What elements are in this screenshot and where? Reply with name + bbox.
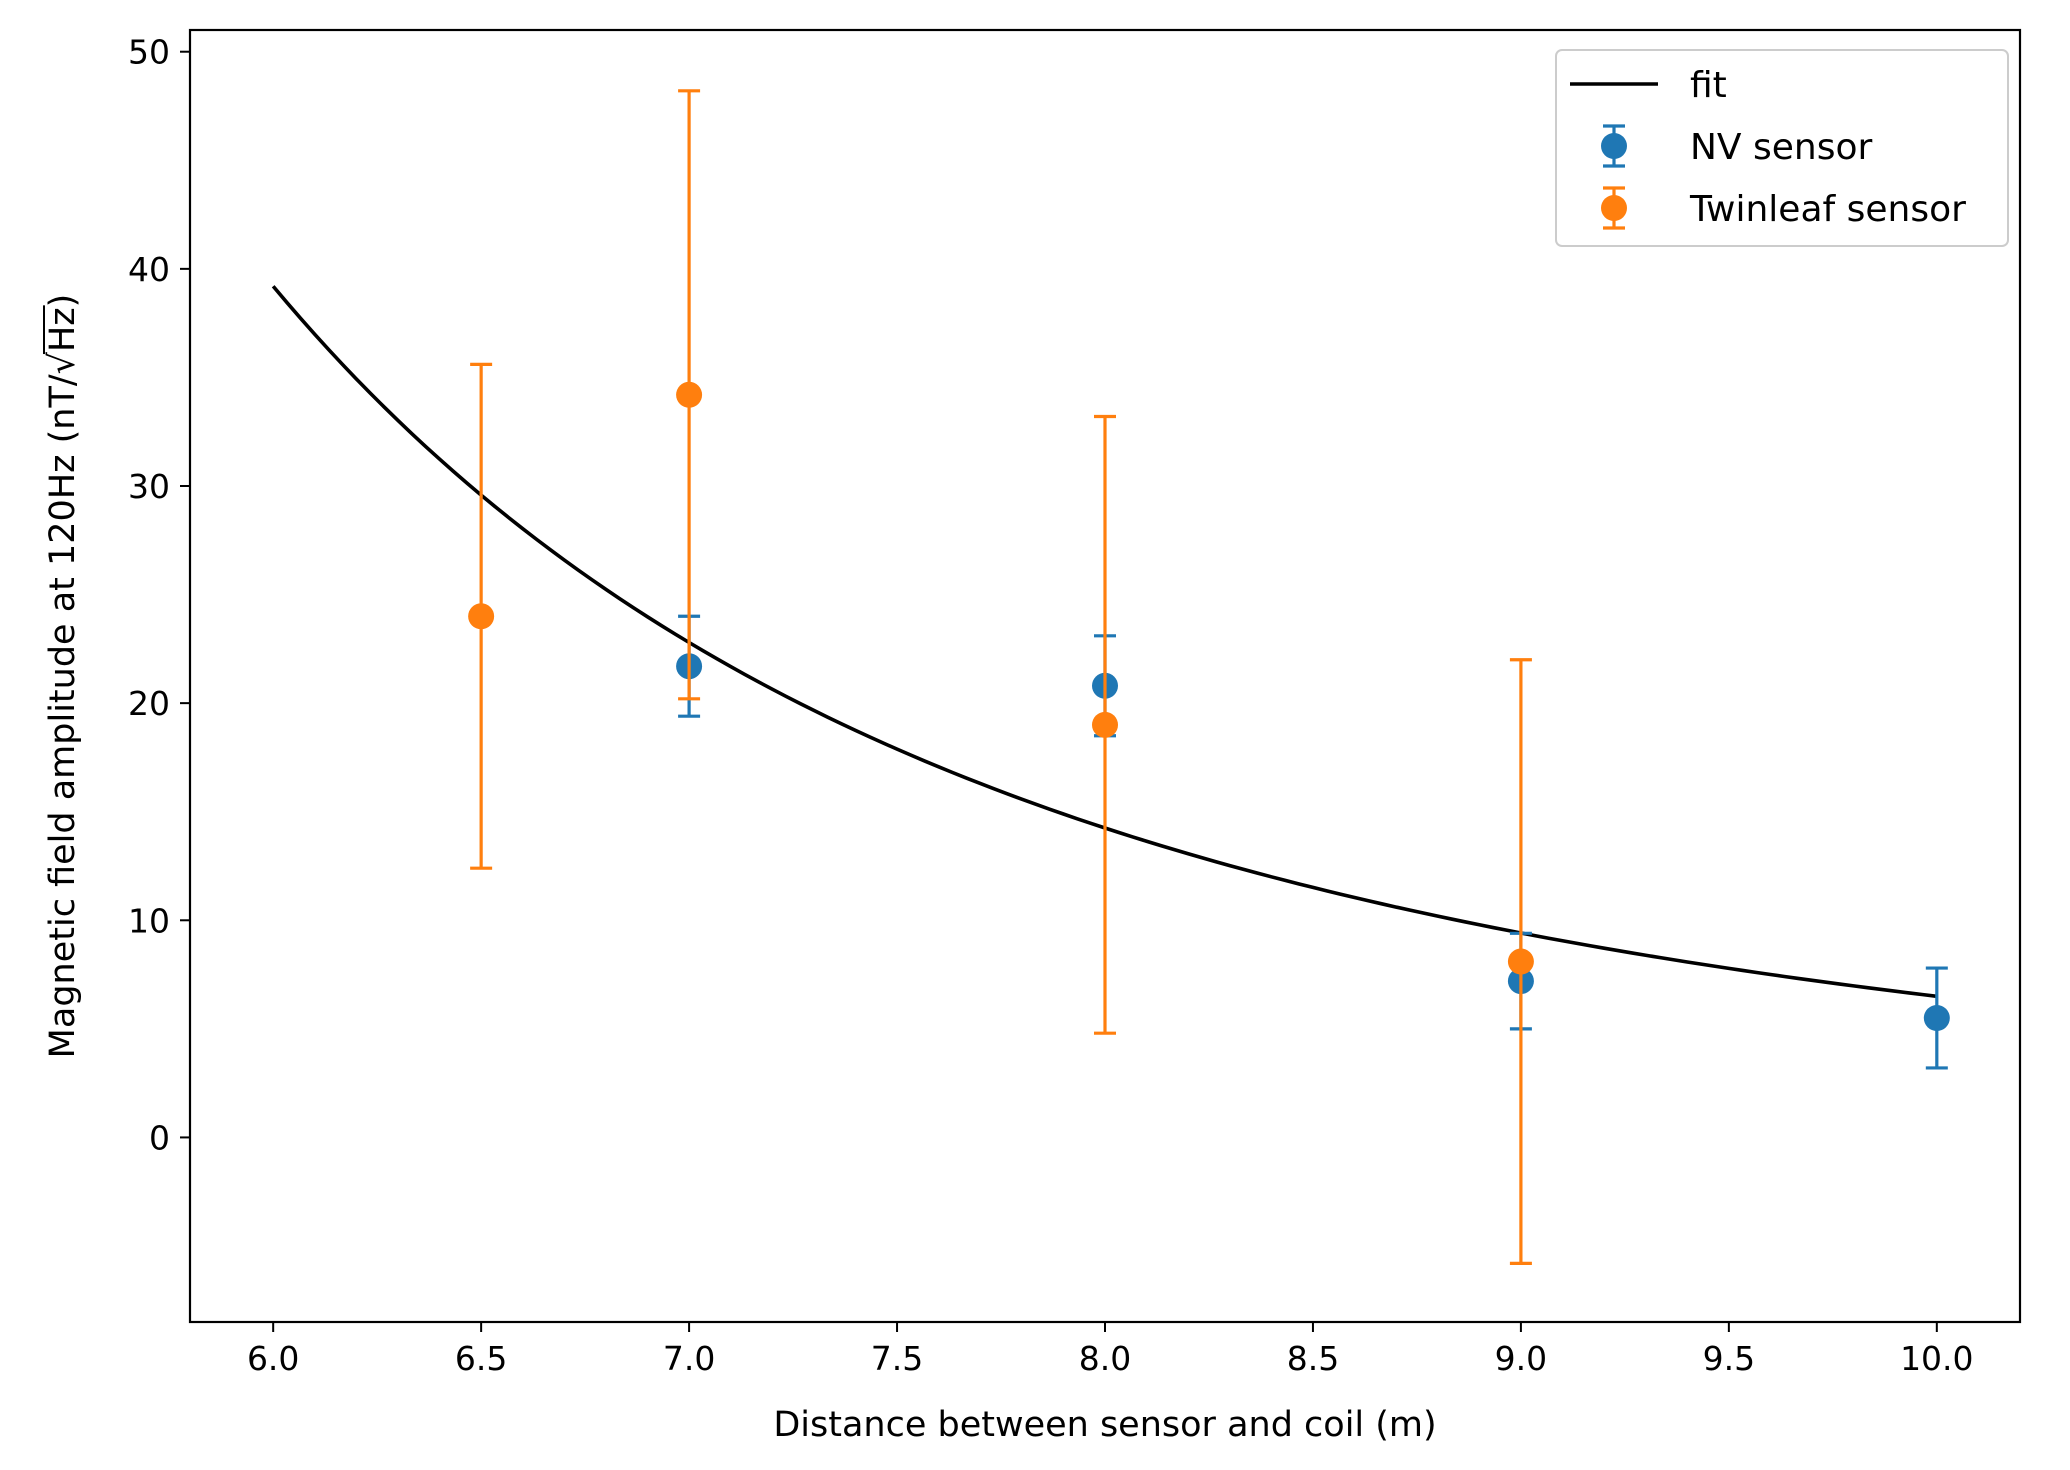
legend-box xyxy=(1555,49,2009,247)
y-axis-label-radical: √ xyxy=(43,351,83,374)
tick-labels: 6.0 6.5 7.0 7.5 8.0 8.5 9.0 9.5 10.0 0 10 20 30 40 50 xyxy=(128,33,1974,1378)
twinleaf-sensor-point xyxy=(468,603,495,630)
x-tick-label: 6.0 xyxy=(247,1339,299,1378)
legend-label-nv-sensor: NV sensor xyxy=(1690,127,1873,168)
y-axis-label: Magnetic field amplitude at 120Hz (nT/√H… xyxy=(43,294,83,1059)
twinleaf-sensor-series xyxy=(468,89,1534,1265)
y-axis-label-radicand: Hz xyxy=(43,307,83,352)
x-tick-label: 7.0 xyxy=(663,1339,715,1378)
y-axis-label-suffix: ) xyxy=(43,294,83,308)
y-tick-label: 0 xyxy=(149,1118,170,1157)
y-tick-label: 50 xyxy=(128,33,170,72)
svg-text:Magnetic field amplitude at 12: Magnetic field amplitude at 120Hz (nT/√H… xyxy=(43,294,83,1059)
legend: fit NV sensor Twinleaf sensor xyxy=(1555,49,2009,247)
legend-label-fit: fit xyxy=(1690,65,1727,106)
twinleaf-sensor-point xyxy=(676,381,703,408)
legend-nv-sensor-swatch-point xyxy=(1601,133,1627,159)
legend-twinleaf-sensor-swatch-point xyxy=(1601,195,1627,221)
nv-sensor-point xyxy=(1923,1005,1950,1031)
twinleaf-sensor-point xyxy=(1507,948,1534,975)
x-tick-label: 6.5 xyxy=(455,1339,507,1378)
y-tick-label: 20 xyxy=(128,684,170,723)
y-tick-label: 30 xyxy=(128,467,170,506)
nv-sensor-series xyxy=(676,614,1950,1070)
legend-label-twinleaf-sensor: Twinleaf sensor xyxy=(1689,189,1966,230)
y-axis-label-prefix: Magnetic field amplitude at 120Hz (nT/ xyxy=(43,374,83,1058)
y-tick-label: 10 xyxy=(128,901,170,940)
x-tick-label: 9.5 xyxy=(1703,1339,1755,1378)
x-tick-label: 8.5 xyxy=(1287,1339,1339,1378)
x-axis-label: Distance between sensor and coil (m) xyxy=(773,1405,1436,1445)
x-tick-label: 9.0 xyxy=(1495,1339,1547,1378)
y-tick-label: 40 xyxy=(128,250,170,289)
data-points xyxy=(468,89,1950,1265)
twinleaf-sensor-point xyxy=(1092,711,1118,738)
x-tick-label: 10.0 xyxy=(1900,1339,1973,1378)
x-tick-label: 7.5 xyxy=(871,1339,923,1378)
x-tick-label: 8.0 xyxy=(1079,1339,1131,1378)
